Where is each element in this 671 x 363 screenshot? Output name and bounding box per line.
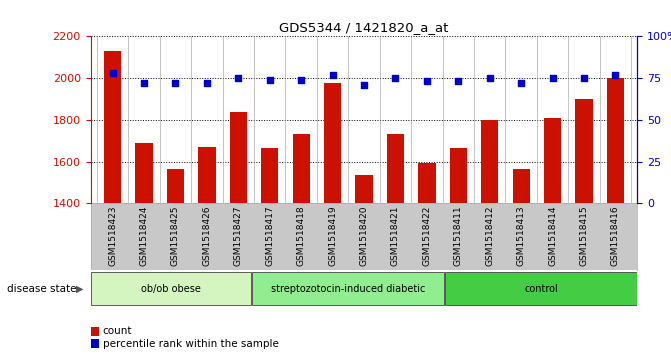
Text: streptozotocin-induced diabetic: streptozotocin-induced diabetic bbox=[270, 284, 425, 294]
Point bbox=[264, 77, 275, 83]
Point bbox=[484, 75, 495, 81]
Bar bbox=[229, 113, 247, 363]
Bar bbox=[356, 175, 372, 363]
Text: GSM1518418: GSM1518418 bbox=[297, 205, 306, 266]
Point bbox=[390, 75, 401, 81]
Bar bbox=[104, 51, 121, 363]
Text: GSM1518414: GSM1518414 bbox=[548, 205, 557, 266]
Bar bbox=[386, 134, 404, 363]
Text: GSM1518420: GSM1518420 bbox=[360, 205, 368, 266]
Text: GSM1518423: GSM1518423 bbox=[108, 205, 117, 266]
Point bbox=[578, 75, 589, 81]
Bar bbox=[324, 83, 342, 363]
Bar bbox=[198, 147, 215, 363]
Bar bbox=[544, 118, 561, 363]
Text: GSM1518412: GSM1518412 bbox=[485, 205, 495, 266]
Text: disease state: disease state bbox=[7, 284, 76, 294]
Text: GSM1518419: GSM1518419 bbox=[328, 205, 337, 266]
Point bbox=[170, 80, 180, 86]
Bar bbox=[136, 143, 153, 363]
Point bbox=[201, 80, 212, 86]
Text: GSM1518426: GSM1518426 bbox=[203, 205, 211, 266]
Bar bbox=[607, 78, 624, 363]
Bar bbox=[293, 134, 310, 363]
Point bbox=[516, 80, 527, 86]
Point bbox=[296, 77, 307, 83]
Text: GSM1518415: GSM1518415 bbox=[580, 205, 588, 266]
Point bbox=[139, 80, 150, 86]
Title: GDS5344 / 1421820_a_at: GDS5344 / 1421820_a_at bbox=[279, 21, 449, 34]
Text: GSM1518413: GSM1518413 bbox=[517, 205, 525, 266]
Text: GSM1518427: GSM1518427 bbox=[234, 205, 243, 266]
Bar bbox=[575, 99, 592, 363]
Text: GSM1518425: GSM1518425 bbox=[171, 205, 180, 266]
Bar bbox=[418, 163, 435, 363]
Bar bbox=[261, 148, 278, 363]
Text: ob/ob obese: ob/ob obese bbox=[141, 284, 201, 294]
Bar bbox=[252, 272, 444, 305]
Text: control: control bbox=[524, 284, 558, 294]
Point bbox=[233, 75, 244, 81]
Point bbox=[327, 72, 338, 78]
Point bbox=[453, 78, 464, 84]
Text: GSM1518417: GSM1518417 bbox=[265, 205, 274, 266]
Bar bbox=[167, 169, 184, 363]
Bar bbox=[481, 120, 499, 363]
Point bbox=[610, 72, 621, 78]
Text: GSM1518422: GSM1518422 bbox=[422, 205, 431, 266]
Point bbox=[421, 78, 432, 84]
Bar bbox=[450, 148, 467, 363]
Text: GSM1518421: GSM1518421 bbox=[391, 205, 400, 266]
Text: count: count bbox=[103, 326, 132, 337]
Point bbox=[548, 75, 558, 81]
Bar bbox=[445, 272, 637, 305]
Text: percentile rank within the sample: percentile rank within the sample bbox=[103, 339, 278, 349]
Point bbox=[107, 70, 118, 76]
Point bbox=[358, 82, 369, 87]
Text: GSM1518424: GSM1518424 bbox=[140, 205, 148, 266]
Text: ▶: ▶ bbox=[76, 284, 84, 294]
Text: GSM1518416: GSM1518416 bbox=[611, 205, 620, 266]
Bar bbox=[513, 169, 530, 363]
Text: GSM1518411: GSM1518411 bbox=[454, 205, 463, 266]
Bar bbox=[91, 272, 251, 305]
